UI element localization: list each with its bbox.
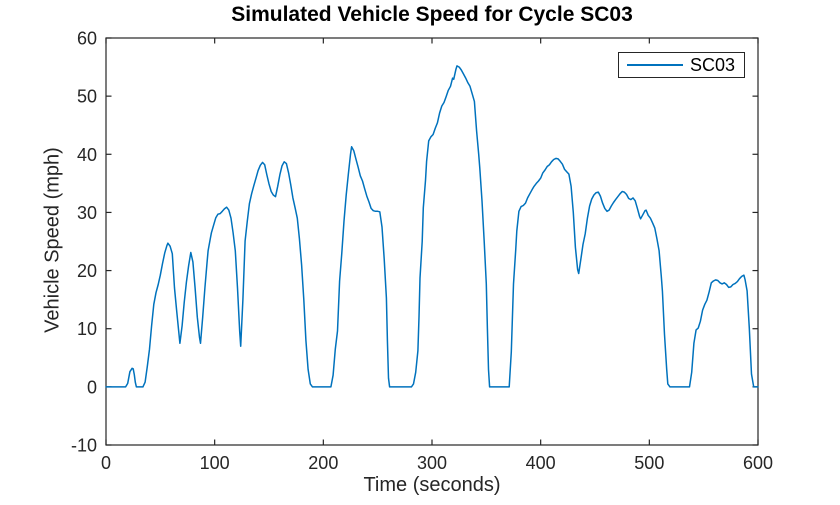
x-tick-label: 400 bbox=[526, 453, 556, 473]
x-tick-label: 100 bbox=[200, 453, 230, 473]
series-line-sc03 bbox=[105, 65, 759, 388]
y-tick-label: 40 bbox=[77, 145, 97, 165]
y-tick-label: 50 bbox=[77, 87, 97, 107]
y-tick-label: 10 bbox=[77, 319, 97, 339]
x-axis-label: Time (seconds) bbox=[363, 474, 501, 496]
y-axis-label: Vehicle Speed (mph) bbox=[41, 147, 64, 333]
y-tick-label: 60 bbox=[77, 29, 97, 49]
y-tick-label: 0 bbox=[87, 377, 97, 397]
legend-line-sample bbox=[627, 64, 683, 66]
y-tick-label: 20 bbox=[77, 261, 97, 281]
legend-label: SC03 bbox=[690, 55, 736, 75]
y-tick-label: 30 bbox=[77, 203, 97, 223]
x-tick-label: 500 bbox=[634, 453, 664, 473]
x-tick-label: 600 bbox=[743, 453, 773, 473]
plot-box bbox=[105, 37, 759, 446]
x-tick-label: 0 bbox=[101, 453, 111, 473]
y-tick-label: -10 bbox=[71, 436, 97, 456]
chart-title: Simulated Vehicle Speed for Cycle SC03 bbox=[231, 3, 633, 26]
x-tick-label: 200 bbox=[308, 453, 338, 473]
legend: SC03 bbox=[618, 52, 745, 78]
x-tick-label: 300 bbox=[417, 453, 447, 473]
